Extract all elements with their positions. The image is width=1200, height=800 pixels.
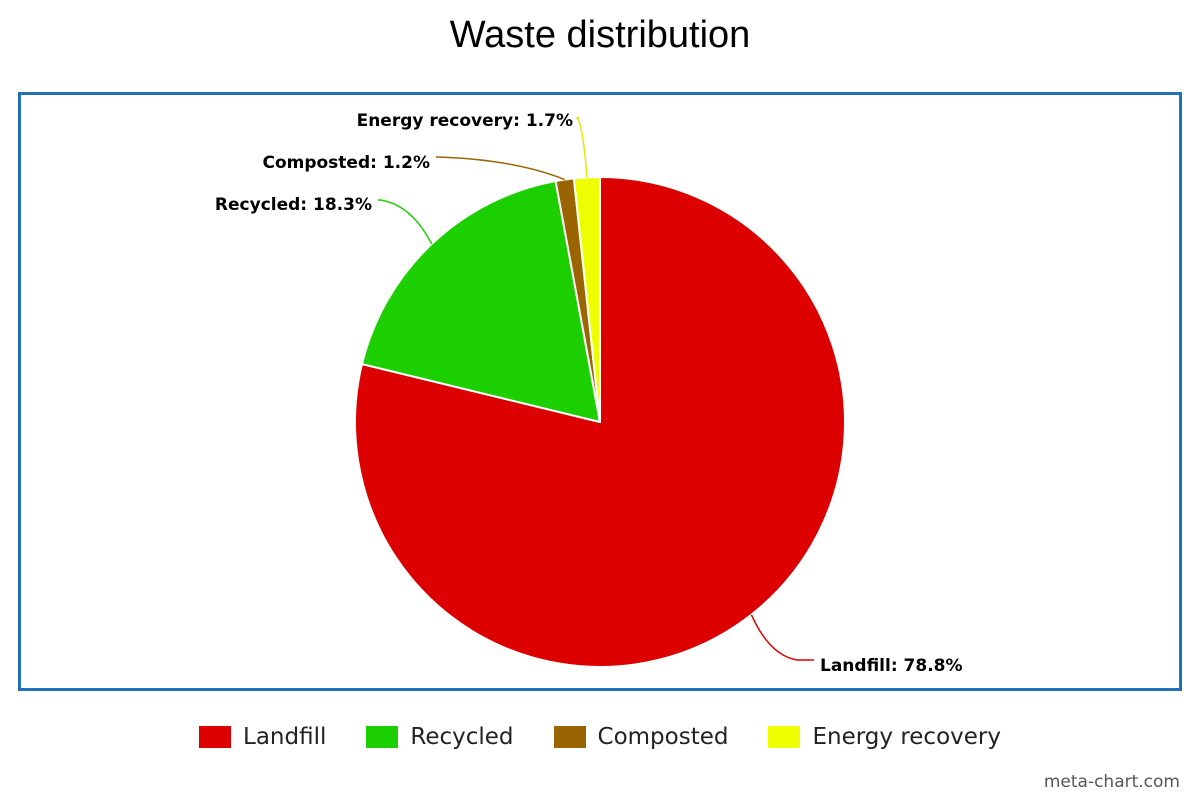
label-connectors	[378, 117, 814, 661]
data-label-energy-recovery: Energy recovery: 1.7%	[357, 111, 573, 131]
data-labels: Landfill: 78.8% Recycled: 18.3% Composted:…	[215, 111, 963, 676]
connector-landfill	[750, 614, 814, 661]
data-label-recycled: Recycled: 18.3%	[215, 195, 372, 215]
legend-item-energy-recovery[interactable]: Energy recovery	[768, 724, 1001, 750]
legend-swatch-composted	[553, 726, 586, 748]
legend-label-energy-recovery: Energy recovery	[812, 724, 1001, 750]
legend: Landfill Recycled Composted Energy recov…	[0, 724, 1200, 750]
pie-slices	[354, 176, 846, 668]
connector-composted	[436, 156, 565, 181]
legend-item-composted[interactable]: Composted	[553, 724, 729, 750]
legend-label-composted: Composted	[597, 724, 729, 750]
connector-energy-recovery	[575, 117, 588, 178]
legend-item-landfill[interactable]: Landfill	[199, 724, 326, 750]
legend-swatch-energy-recovery	[768, 726, 801, 748]
legend-swatch-landfill	[199, 726, 232, 748]
watermark[interactable]: meta-chart.com	[1043, 772, 1180, 792]
legend-label-landfill: Landfill	[243, 724, 327, 750]
connector-recycled	[378, 199, 433, 245]
plot-area-frame	[18, 92, 1182, 691]
legend-swatch-recycled	[366, 726, 399, 748]
legend-label-recycled: Recycled	[410, 724, 514, 750]
data-label-landfill: Landfill: 78.8%	[820, 656, 963, 676]
legend-item-recycled[interactable]: Recycled	[366, 724, 514, 750]
chart-title: Waste distribution	[449, 14, 751, 56]
data-label-composted: Composted: 1.2%	[262, 153, 430, 173]
